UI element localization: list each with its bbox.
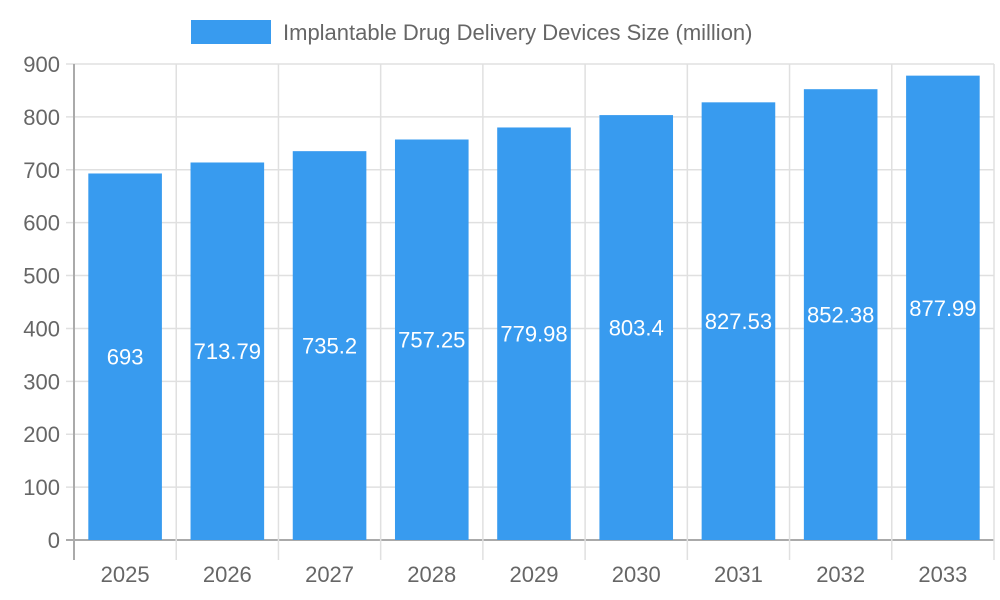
bar (394, 139, 469, 540)
data-label: 713.79 (194, 339, 261, 364)
data-label: 852.38 (807, 303, 874, 328)
bar (803, 89, 878, 540)
data-label: 877.99 (909, 296, 976, 321)
y-tick-label: 500 (23, 264, 60, 289)
legend-label: Implantable Drug Delivery Devices Size (… (283, 20, 753, 45)
bar (497, 127, 571, 541)
x-tick-label: 2030 (612, 562, 661, 587)
y-tick-label: 100 (23, 475, 60, 500)
x-tick-label: 2025 (101, 562, 150, 587)
legend-swatch (191, 20, 271, 44)
bar (906, 75, 980, 541)
x-tick-label: 2031 (714, 562, 763, 587)
data-label: 735.2 (302, 334, 357, 359)
data-label: 693 (107, 345, 144, 370)
bar (88, 173, 162, 541)
y-tick-label: 800 (23, 105, 60, 130)
bar (701, 102, 776, 540)
data-label: 803.4 (609, 316, 664, 341)
data-label: 779.98 (500, 322, 567, 347)
y-tick-label: 700 (23, 158, 60, 183)
bars: 693 713.79 735.2 757.25 779.98 803.4 827.53 852… (88, 75, 980, 541)
bar (292, 151, 367, 540)
y-tick-label: 300 (23, 369, 60, 394)
y-tick-label: 0 (48, 528, 60, 553)
y-tick-label: 900 (23, 52, 60, 77)
y-tick-label: 400 (23, 316, 60, 341)
x-tick-label: 2029 (510, 562, 559, 587)
x-tick-label: 2033 (918, 562, 967, 587)
bar (190, 162, 265, 540)
data-label: 827.53 (705, 309, 772, 334)
x-tick-label: 2026 (203, 562, 252, 587)
x-tick-label: 2028 (407, 562, 456, 587)
y-tick-label: 200 (23, 422, 60, 447)
y-tick-label: 600 (23, 211, 60, 236)
bar (599, 115, 674, 540)
legend: Implantable Drug Delivery Devices Size (… (191, 20, 753, 45)
x-tick-label: 2027 (305, 562, 354, 587)
x-tick-label: 2032 (816, 562, 865, 587)
data-label: 757.25 (398, 328, 465, 353)
axes: 0 100 200 300 400 500 600 700 800 900 2025 2026 2027… (23, 52, 967, 587)
